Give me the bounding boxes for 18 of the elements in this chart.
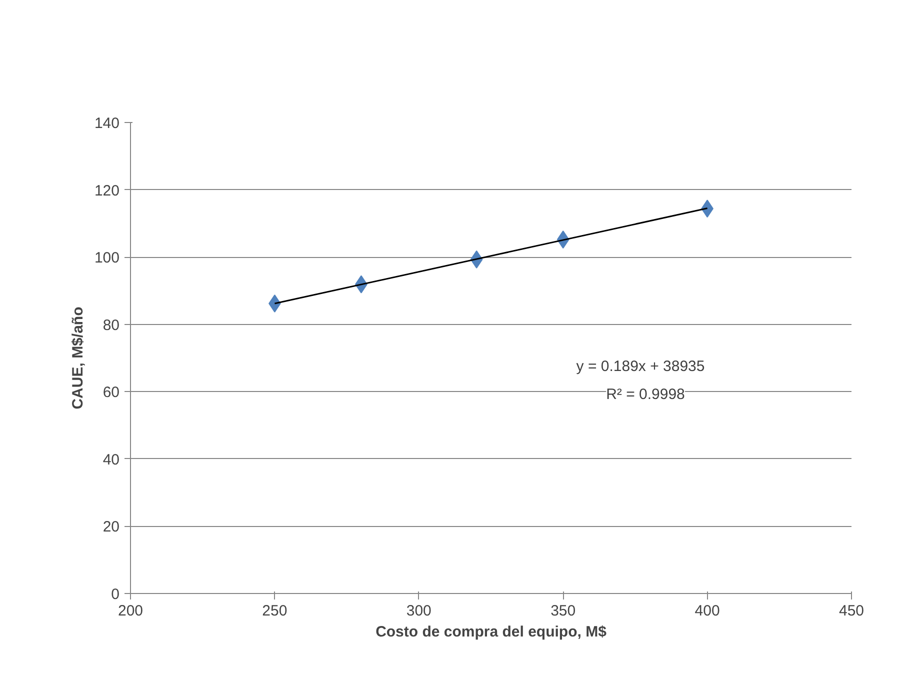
y-tick-label: 0 — [111, 586, 120, 603]
y-axis-title: CAUE, M$/año — [69, 306, 86, 410]
x-axis-title: Costo de compra del equipo, M$ — [376, 624, 608, 640]
x-tick-label: 200 — [118, 602, 144, 620]
x-tick-label: 350 — [550, 602, 576, 620]
x-tick-label: 450 — [838, 602, 864, 620]
y-tick-label: 80 — [102, 316, 120, 334]
y-tick-label: 60 — [102, 384, 120, 402]
x-tick-label: 250 — [262, 602, 288, 620]
y-tick-label: 20 — [102, 518, 120, 536]
y-tick-label: 100 — [94, 250, 120, 267]
y-tick-label: 40 — [102, 451, 120, 468]
x-tick-label: 400 — [694, 602, 720, 620]
x-tick-label: 300 — [406, 602, 432, 620]
annotation: y = 0.189x + 38935 — [576, 358, 705, 375]
y-tick-label: 140 — [94, 115, 120, 132]
annotation: R² = 0.9998 — [606, 386, 685, 403]
y-tick-label: 120 — [94, 182, 120, 200]
